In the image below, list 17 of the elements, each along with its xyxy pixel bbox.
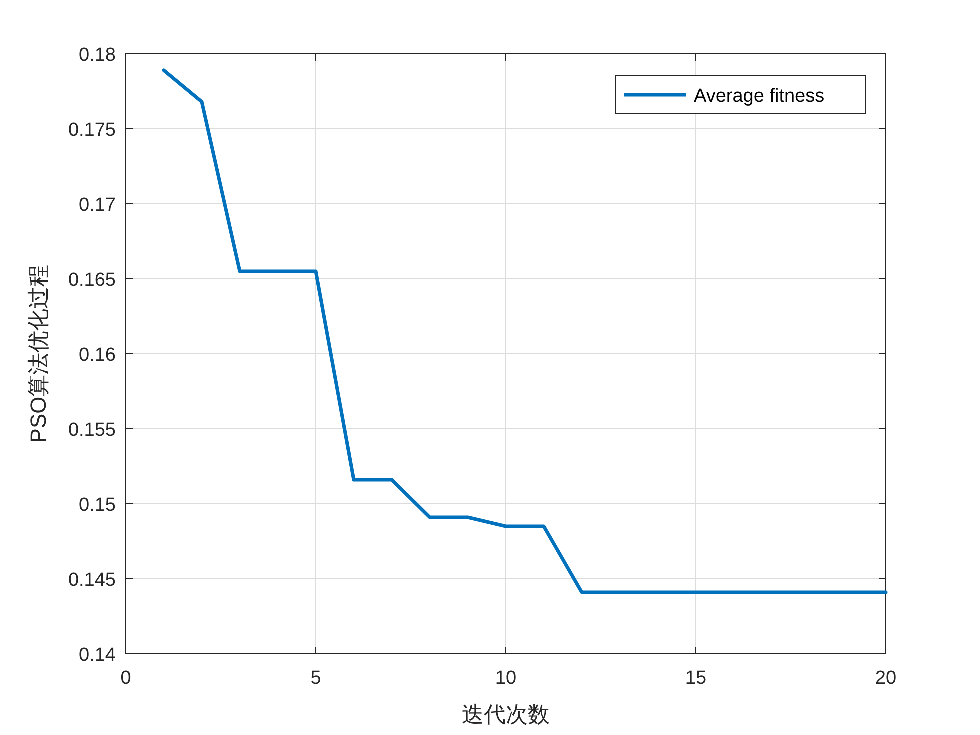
- y-tick-label: 0.175: [68, 120, 116, 141]
- x-tick-label: 10: [495, 668, 517, 689]
- x-tick-label: 0: [120, 668, 132, 689]
- y-tick-label: 0.145: [68, 570, 116, 591]
- y-tick-label: 0.165: [68, 270, 116, 291]
- y-tick-label: 0.16: [79, 345, 116, 366]
- y-tick-label: 0.17: [79, 195, 116, 216]
- y-axis-title: PSO算法优化过程: [26, 264, 51, 444]
- x-tick-label: 5: [310, 668, 322, 689]
- y-tick-label: 0.155: [68, 420, 116, 441]
- y-tick-label: 0.15: [79, 495, 116, 516]
- x-tick-label: 15: [685, 668, 707, 689]
- legend-label: Average fitness: [694, 86, 825, 107]
- y-tick-label: 0.18: [79, 45, 116, 66]
- x-tick-label: 20: [875, 668, 897, 689]
- y-tick-label: 0.14: [79, 645, 116, 666]
- x-axis-title: 迭代次数: [462, 702, 550, 727]
